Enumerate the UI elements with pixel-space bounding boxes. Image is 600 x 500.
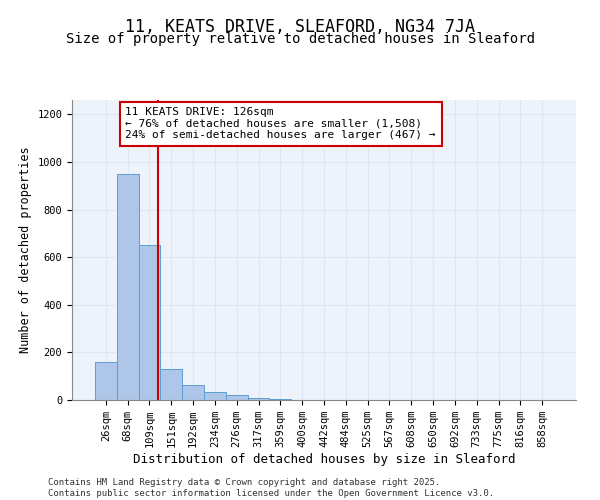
Bar xyxy=(160,369,182,400)
Y-axis label: Number of detached properties: Number of detached properties xyxy=(19,146,32,354)
Bar xyxy=(182,384,204,400)
Text: 11 KEATS DRIVE: 126sqm
← 76% of detached houses are smaller (1,508)
24% of semi-: 11 KEATS DRIVE: 126sqm ← 76% of detached… xyxy=(125,107,436,140)
Text: 11, KEATS DRIVE, SLEAFORD, NG34 7JA: 11, KEATS DRIVE, SLEAFORD, NG34 7JA xyxy=(125,18,475,36)
Text: Size of property relative to detached houses in Sleaford: Size of property relative to detached ho… xyxy=(65,32,535,46)
Bar xyxy=(95,362,117,400)
Bar xyxy=(139,245,160,400)
Text: Contains HM Land Registry data © Crown copyright and database right 2025.
Contai: Contains HM Land Registry data © Crown c… xyxy=(48,478,494,498)
X-axis label: Distribution of detached houses by size in Sleaford: Distribution of detached houses by size … xyxy=(133,453,515,466)
Bar xyxy=(248,398,269,400)
Bar xyxy=(204,392,226,400)
Bar xyxy=(226,395,248,400)
Bar xyxy=(117,174,139,400)
